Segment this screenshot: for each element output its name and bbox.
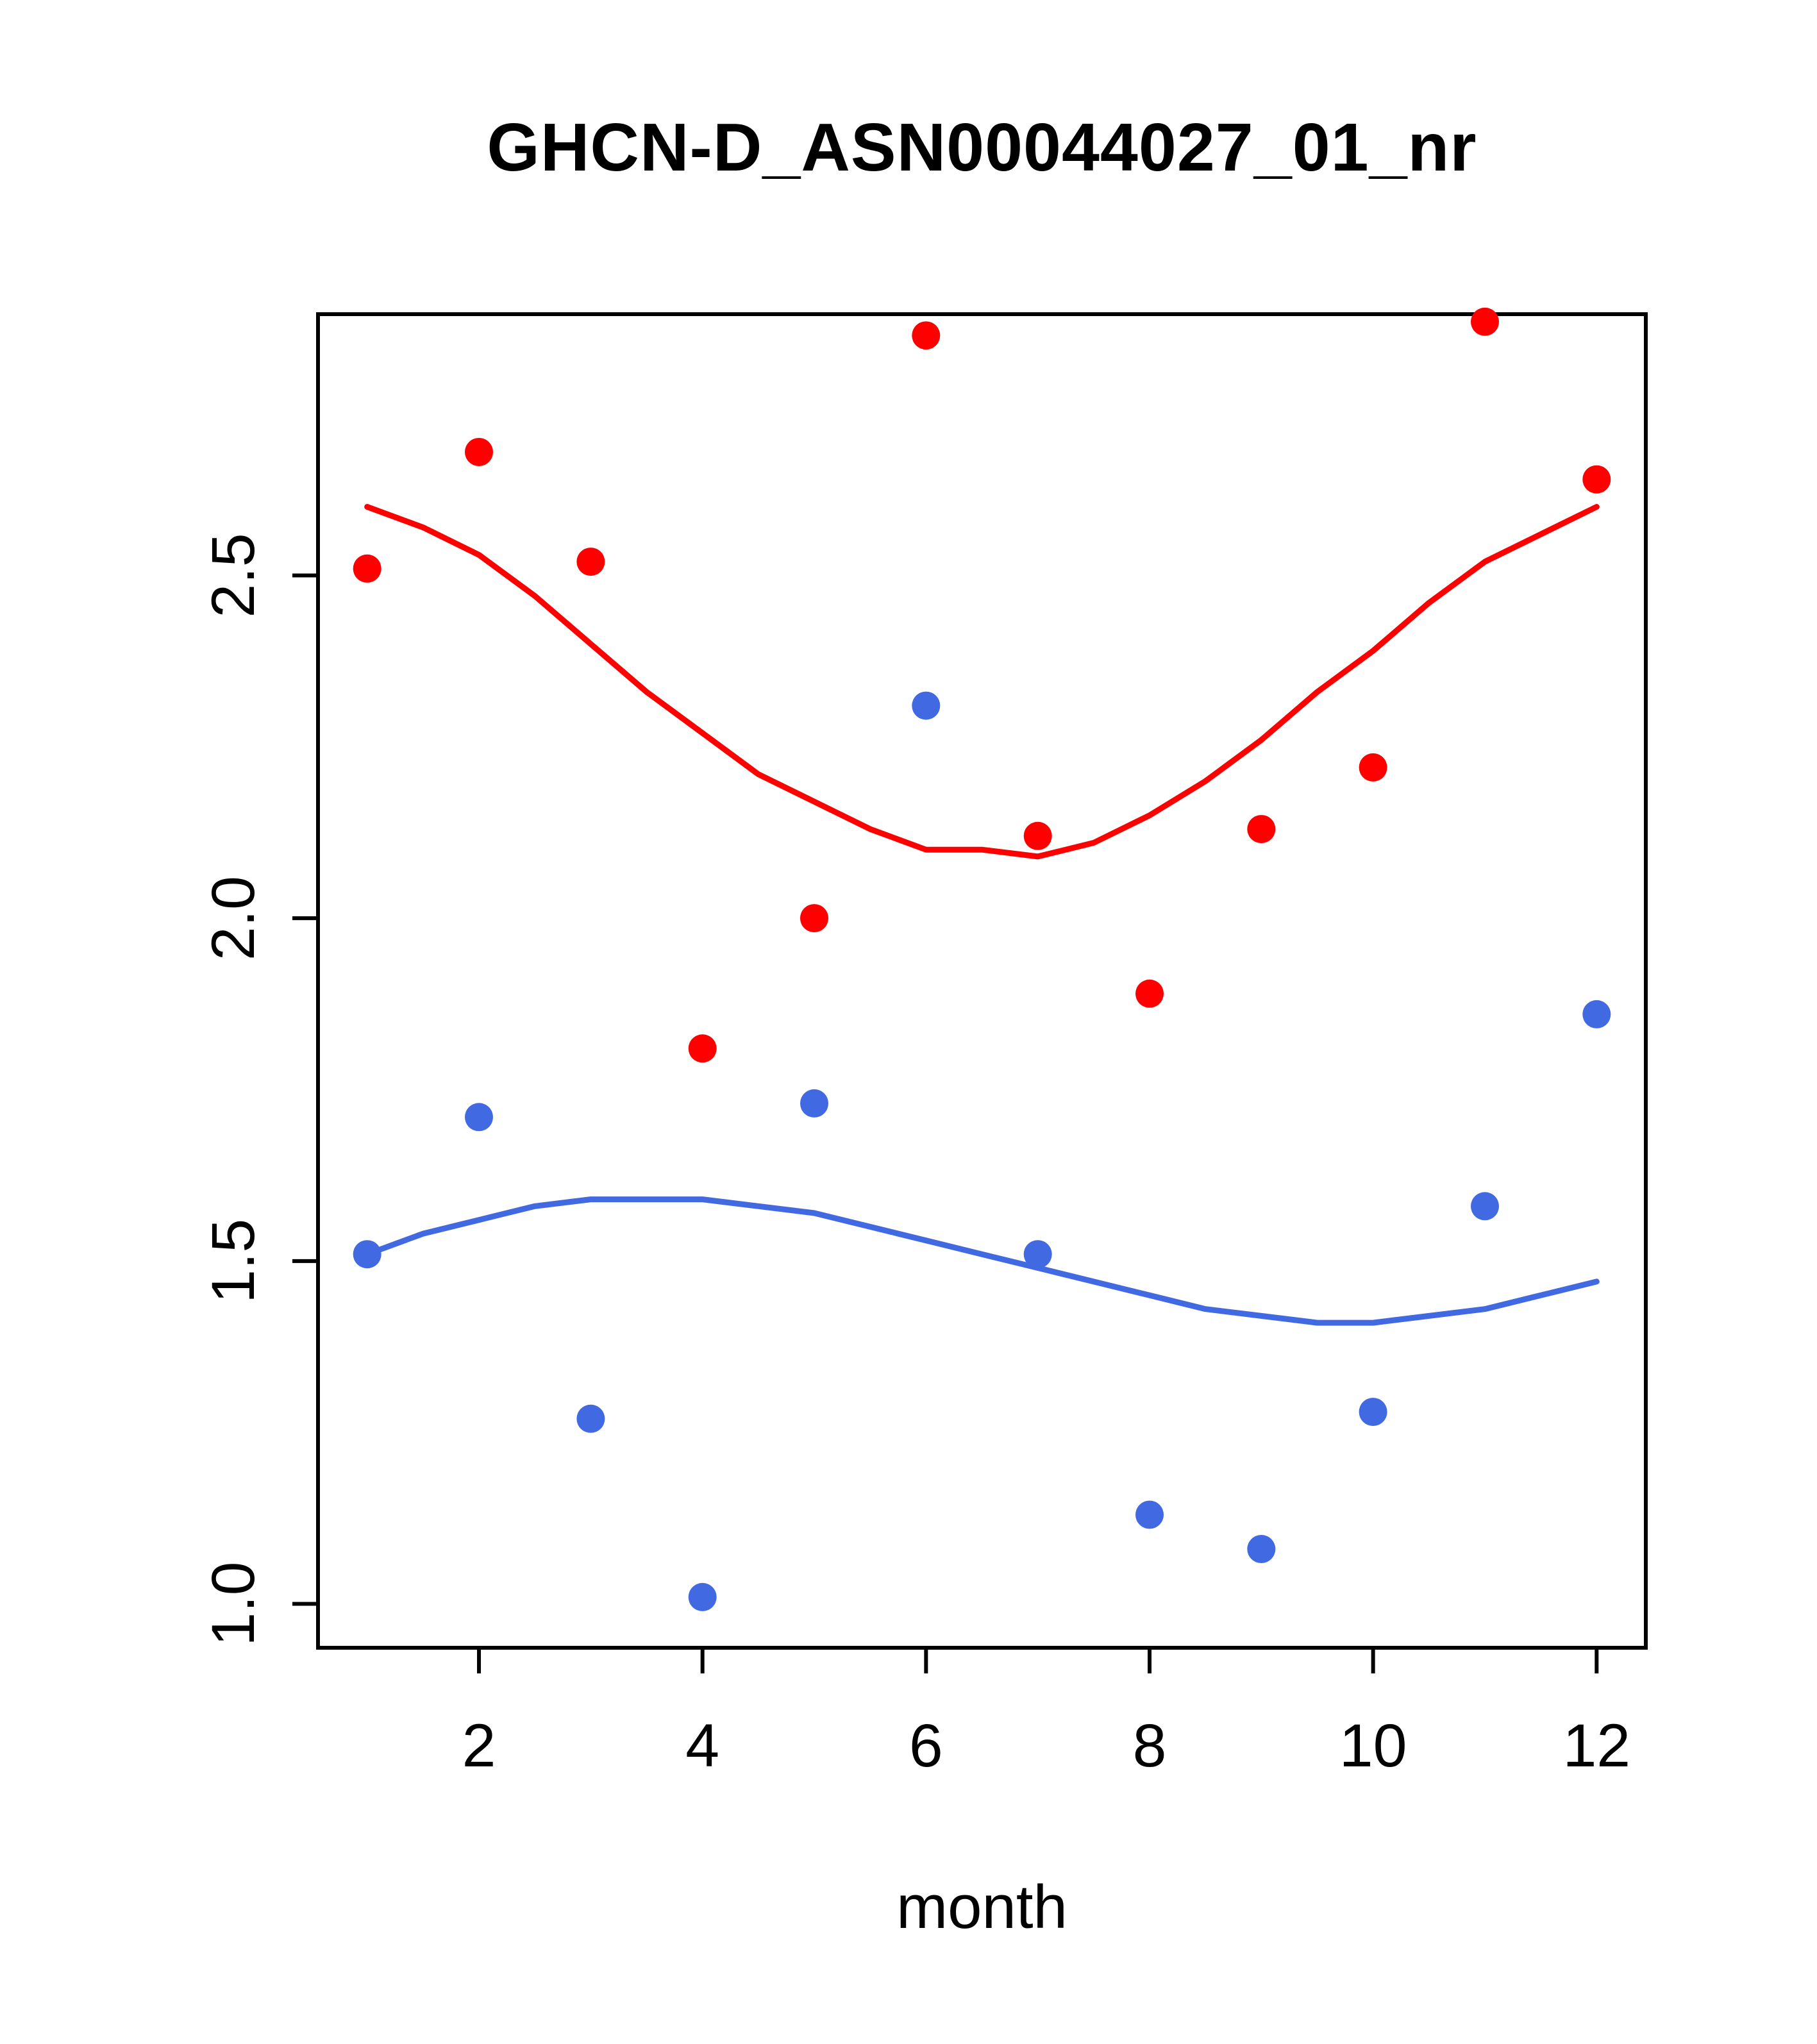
red-point	[1582, 465, 1611, 494]
y-tick-label: 1.5	[199, 1219, 267, 1303]
red-point	[465, 438, 493, 466]
x-tick-label: 8	[1133, 1712, 1167, 1780]
blue-point	[1359, 1398, 1387, 1427]
y-tick-label: 2.5	[199, 533, 267, 617]
red-point	[912, 321, 941, 350]
chart-title: GHCN-D_ASN00044027_01_nr	[487, 110, 1477, 185]
blue-point	[1471, 1192, 1499, 1221]
red-point	[353, 554, 381, 583]
y-tick-label: 2.0	[199, 876, 267, 960]
x-tick-label: 4	[685, 1712, 719, 1780]
blue-point	[1247, 1535, 1276, 1563]
blue-point	[353, 1240, 381, 1269]
blue-point	[912, 691, 941, 720]
red-point	[1023, 821, 1052, 850]
x-tick-label: 10	[1339, 1712, 1407, 1780]
blue-point	[800, 1089, 828, 1118]
blue-smooth-line	[364, 1196, 1600, 1326]
blue-point	[576, 1404, 605, 1433]
blue-point	[1023, 1240, 1052, 1269]
red-point	[1247, 815, 1276, 844]
blue-point	[1582, 1000, 1611, 1028]
red-point	[688, 1034, 717, 1063]
x-tick-label: 2	[462, 1712, 496, 1780]
x-axis-label: month	[896, 1873, 1068, 1941]
blue-point	[688, 1582, 717, 1611]
blue-point	[1135, 1500, 1164, 1529]
y-tick-label: 1.0	[199, 1562, 267, 1646]
x-tick-label: 12	[1562, 1712, 1630, 1780]
red-point	[1135, 979, 1164, 1008]
red-point	[1359, 753, 1387, 782]
red-point	[800, 904, 828, 933]
red-smooth-line	[364, 504, 1600, 860]
x-tick-label: 6	[909, 1712, 943, 1780]
red-point	[576, 548, 605, 576]
blue-point	[465, 1103, 493, 1132]
plot-border	[316, 312, 1648, 1650]
red-point	[1471, 307, 1499, 336]
